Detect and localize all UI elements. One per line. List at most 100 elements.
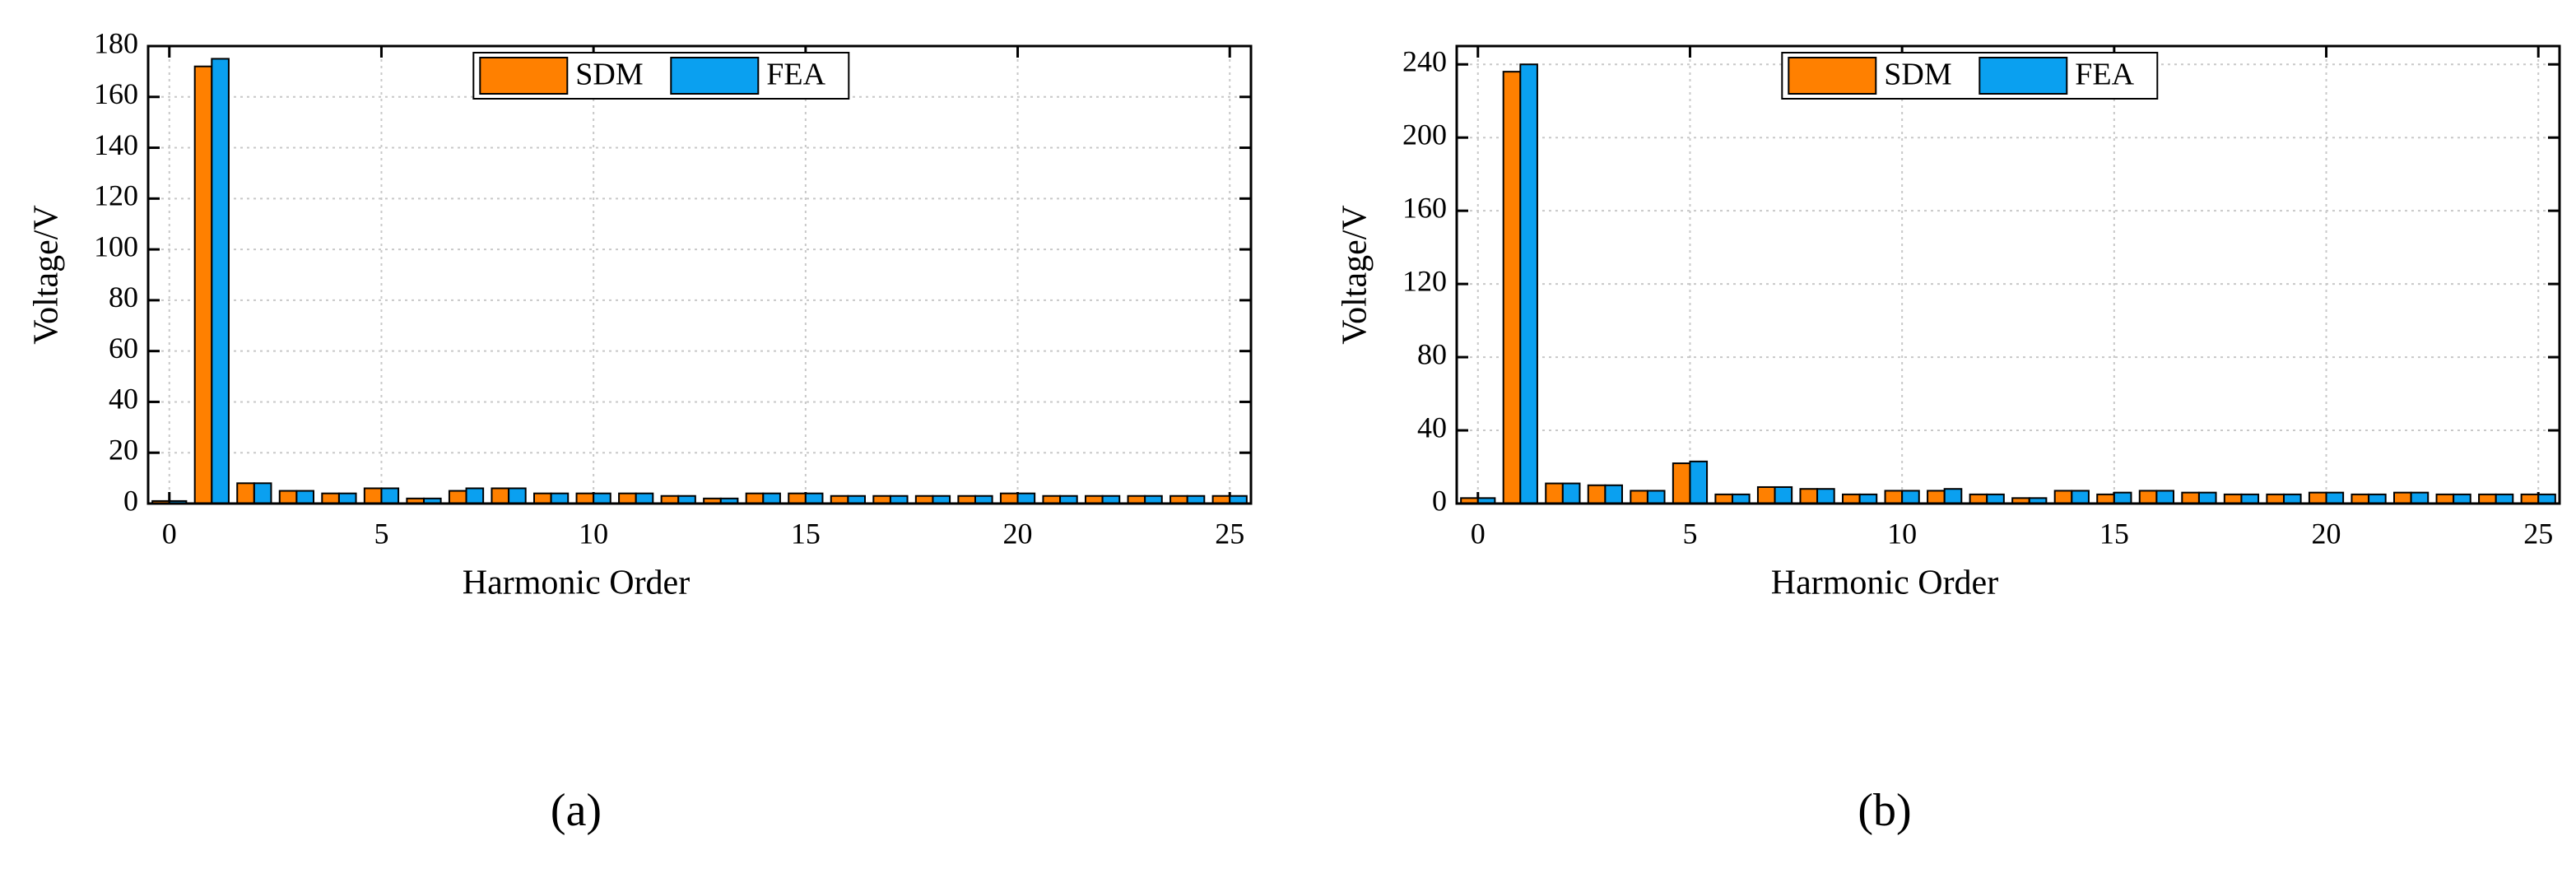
bar — [2495, 493, 2514, 505]
bar — [448, 490, 467, 504]
bar — [321, 492, 340, 505]
bar — [1732, 493, 1751, 505]
bar — [2435, 493, 2455, 505]
legend-swatch — [479, 57, 569, 95]
x-tick-label: 25 — [1215, 517, 1244, 550]
bar — [1884, 490, 1904, 505]
y-tick-label: 120 — [1402, 264, 1447, 297]
bar — [2197, 491, 2217, 505]
bar — [745, 492, 765, 505]
y-axis-title: Voltage/V — [28, 205, 66, 345]
x-axis-title: Harmonic Order — [1771, 564, 1998, 602]
legend-swatch — [1978, 57, 2068, 95]
bar — [1986, 493, 2005, 505]
bar — [1969, 493, 1988, 505]
bar — [1646, 490, 1666, 505]
bar — [1587, 484, 1607, 505]
bar — [550, 492, 570, 505]
x-tick-label: 20 — [2312, 517, 2341, 550]
y-tick-label: 20 — [109, 433, 138, 466]
bar — [2266, 493, 2285, 505]
y-tick-label: 160 — [94, 77, 138, 110]
legend-swatch — [1788, 57, 1877, 95]
bar — [2138, 490, 2158, 505]
bar — [2325, 491, 2345, 505]
bar — [804, 492, 824, 505]
y-tick-label: 60 — [109, 332, 138, 365]
x-tick-label: 0 — [1471, 517, 1486, 550]
y-tick-label: 180 — [94, 26, 138, 59]
bar — [2181, 491, 2200, 505]
bar — [999, 492, 1019, 505]
legend-label: FEA — [2075, 58, 2134, 92]
bar — [193, 65, 213, 504]
bar — [1901, 490, 1920, 505]
bar — [593, 492, 611, 505]
bar — [1842, 493, 1861, 505]
caption: (a) — [551, 785, 602, 836]
bar — [337, 492, 357, 505]
bar — [295, 490, 314, 504]
chart: 0 40 80 120 160 200 240 0 5 10 15 20 25 SDM FEA Harmoni… — [1337, 44, 2561, 836]
bar — [1774, 485, 1793, 505]
x-tick-label: 10 — [1887, 517, 1917, 550]
bar — [1561, 482, 1581, 505]
bar — [1858, 493, 1878, 505]
bar — [533, 492, 552, 505]
bar — [2071, 490, 2090, 505]
bar — [1545, 482, 1564, 505]
y-tick-label: 40 — [1417, 411, 1447, 443]
y-tick-label: 200 — [1402, 118, 1447, 151]
y-tick-label: 40 — [109, 383, 138, 416]
x-tick-label: 15 — [791, 517, 821, 550]
bar — [2520, 493, 2540, 505]
bar — [762, 492, 781, 505]
bar — [236, 482, 255, 504]
y-tick-label: 100 — [94, 230, 138, 262]
x-tick-label: 25 — [2523, 517, 2553, 550]
bar — [211, 58, 230, 504]
plot-frame — [1455, 44, 2561, 505]
bar — [2393, 491, 2412, 505]
y-tick-label: 240 — [1402, 45, 1447, 78]
bar — [1927, 490, 1946, 505]
bar — [2223, 493, 2243, 505]
y-tick-label: 0 — [1432, 484, 1447, 517]
plot-frame — [146, 44, 1253, 505]
y-tick-label: 0 — [123, 484, 138, 517]
bar — [363, 487, 383, 505]
x-tick-label: 0 — [162, 517, 177, 550]
x-tick-label: 5 — [1682, 517, 1697, 550]
bar — [1630, 490, 1648, 505]
bar — [1756, 485, 1776, 505]
bar — [491, 487, 510, 505]
bar — [2478, 493, 2497, 505]
caption: (b) — [1858, 785, 1911, 836]
bar — [618, 492, 637, 505]
bar — [2410, 491, 2430, 505]
bar — [2053, 490, 2073, 505]
bar — [2308, 491, 2327, 505]
bar — [1604, 484, 1624, 505]
bar — [2537, 493, 2556, 505]
x-tick-label: 15 — [2099, 517, 2129, 550]
y-axis-title: Voltage/V — [1337, 205, 1374, 345]
bar — [2453, 493, 2471, 505]
bar — [380, 487, 400, 505]
bar — [1943, 488, 1963, 505]
y-tick-label: 140 — [94, 128, 138, 161]
bar — [788, 492, 807, 505]
legend-label: SDM — [575, 58, 643, 92]
bar — [2283, 493, 2302, 505]
x-tick-label: 10 — [579, 517, 608, 550]
bar — [635, 492, 654, 505]
y-tick-label: 120 — [94, 179, 138, 212]
bar — [278, 490, 298, 504]
bar — [1016, 492, 1036, 505]
legend-label: FEA — [766, 58, 825, 92]
bar — [2368, 493, 2387, 505]
y-tick-label: 80 — [109, 281, 138, 313]
y-tick-label: 80 — [1417, 337, 1447, 370]
bar — [1519, 63, 1538, 505]
